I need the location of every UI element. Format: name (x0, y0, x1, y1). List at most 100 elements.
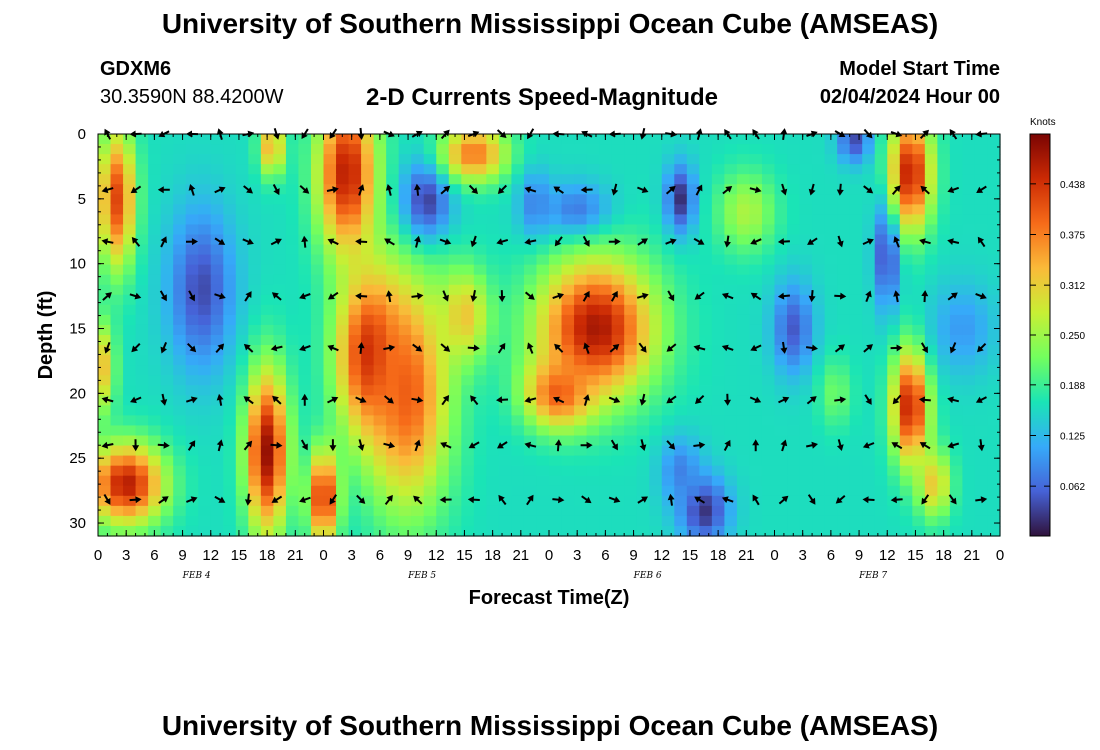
heatmap-cell (498, 204, 513, 215)
heatmap-cell (887, 455, 901, 467)
heatmap-cell (323, 304, 337, 316)
heatmap-cell (498, 465, 513, 477)
heatmap-cell (974, 335, 989, 346)
heatmap-cell (774, 164, 788, 175)
heatmap-cell (724, 355, 738, 366)
heatmap-cell (373, 244, 387, 256)
heatmap-cell (523, 335, 538, 346)
heatmap-cell (611, 365, 625, 376)
heatmap-cell (862, 204, 876, 215)
heatmap-cell (185, 224, 199, 236)
heatmap-cell (260, 244, 274, 256)
heatmap-cell (974, 174, 989, 185)
heatmap-cell (135, 525, 149, 537)
heatmap-cell (874, 284, 888, 296)
heatmap-cell (486, 465, 500, 477)
heatmap-cell (198, 234, 212, 246)
heatmap-cell (198, 254, 212, 266)
current-arrow (610, 290, 618, 302)
heatmap-cell (298, 244, 312, 256)
heatmap-cell (235, 415, 249, 427)
heatmap-cell (336, 324, 350, 336)
heatmap-cell (899, 234, 913, 246)
heatmap-cell (711, 204, 725, 215)
heatmap-cell (711, 274, 725, 286)
heatmap-cell (824, 154, 838, 165)
heatmap-cell (611, 214, 625, 226)
heatmap-cell (523, 134, 538, 145)
heatmap-cell (837, 495, 851, 507)
heatmap-cell (135, 485, 149, 497)
heatmap-cell (761, 194, 776, 205)
heatmap-cell (198, 395, 212, 406)
heatmap-cell (987, 385, 1001, 396)
heatmap-cell (624, 475, 638, 487)
heatmap-cell (148, 154, 162, 165)
heatmap-cell (423, 314, 437, 326)
heatmap-cell (674, 294, 688, 306)
heatmap-cell (624, 515, 638, 527)
heatmap-cell (461, 495, 475, 507)
heatmap-cell (849, 435, 863, 447)
current-arrow (440, 442, 452, 449)
heatmap-cell (761, 224, 776, 236)
heatmap-cell (536, 425, 550, 437)
heatmap-cell (411, 405, 425, 416)
heatmap-cell (110, 395, 124, 406)
heatmap-cell (135, 455, 149, 467)
current-arrow (185, 396, 198, 404)
heatmap-cell (173, 345, 187, 356)
heatmap-cell (436, 204, 450, 215)
heatmap-cell (398, 184, 412, 195)
heatmap-cell (962, 335, 976, 346)
heatmap-cell (774, 304, 788, 316)
heatmap-cell (160, 144, 174, 155)
current-arrow (580, 186, 593, 194)
heatmap-cell (724, 254, 738, 266)
heatmap-cell (110, 174, 124, 185)
heatmap-cell (837, 174, 851, 185)
heatmap-cell (373, 485, 387, 497)
heatmap-cell (674, 455, 688, 467)
heatmap-cell (110, 264, 124, 276)
heatmap-cell (862, 244, 876, 256)
heatmap-cell (248, 445, 262, 457)
heatmap-cell (887, 415, 901, 427)
heatmap-cell (787, 314, 801, 326)
heatmap-cell (223, 214, 237, 226)
heatmap-cell (486, 264, 500, 276)
heatmap-cell (549, 525, 563, 537)
heatmap-cell (674, 385, 688, 396)
heatmap-cell (987, 314, 1001, 326)
heatmap-cell (135, 144, 149, 155)
heatmap-cell (398, 214, 412, 226)
heatmap-cell (198, 485, 212, 497)
heatmap-cell (448, 254, 462, 266)
heatmap-cell (198, 194, 212, 205)
heatmap-cell (549, 465, 563, 477)
heatmap-cell (899, 445, 913, 457)
heatmap-cell (724, 324, 738, 336)
heatmap-cell (523, 234, 538, 246)
heatmap-cell (511, 184, 525, 195)
heatmap-cell (523, 415, 538, 427)
current-arrow (496, 396, 509, 404)
heatmap-cell (787, 154, 801, 165)
heatmap-cell (887, 174, 901, 185)
heatmap-cell (135, 405, 149, 416)
heatmap-cell (624, 144, 638, 155)
heatmap-cell (260, 204, 274, 215)
heatmap-cell (173, 214, 187, 226)
heatmap-cell (862, 465, 876, 477)
heatmap-cell (473, 214, 487, 226)
heatmap-cell (273, 435, 287, 447)
heatmap-cell (348, 515, 362, 527)
heatmap-cell (98, 355, 112, 366)
heatmap-cell (974, 274, 989, 286)
heatmap-cell (899, 365, 913, 376)
heatmap-cell (386, 324, 400, 336)
heatmap-cell (561, 144, 575, 155)
current-arrow (467, 344, 480, 352)
heatmap-cell (348, 455, 362, 467)
heatmap-cell (411, 525, 425, 537)
